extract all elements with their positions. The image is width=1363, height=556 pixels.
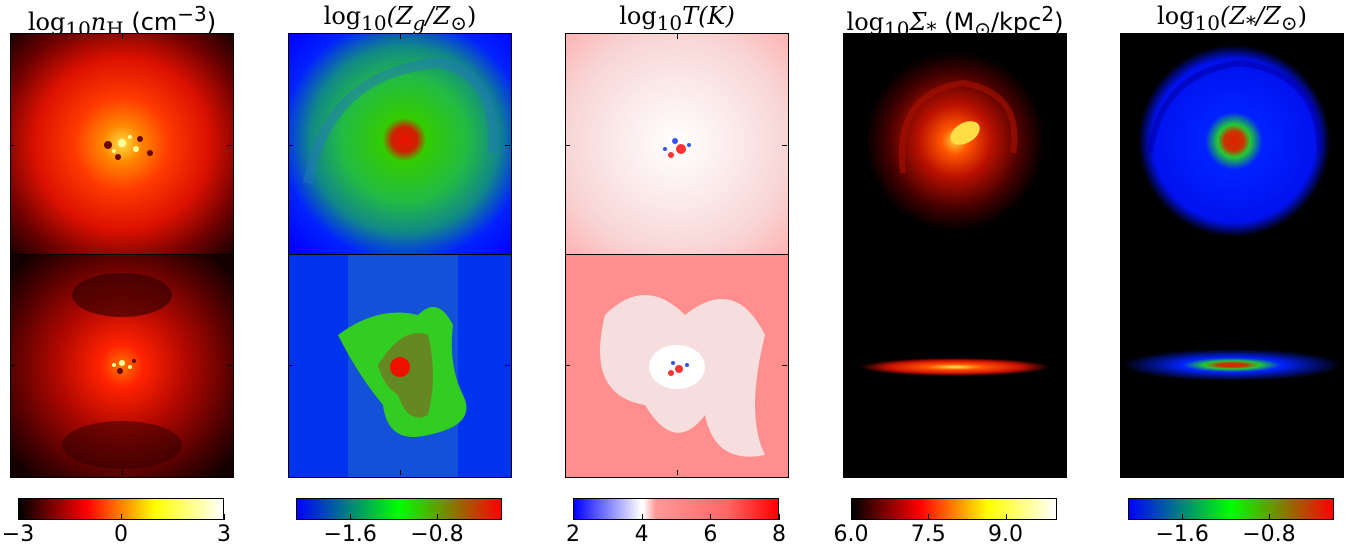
gas-metallicity-face-on-map	[288, 33, 512, 255]
colorbar-tick	[121, 514, 122, 520]
density-face-on-map	[10, 33, 234, 255]
colorbar-tick-label: 6	[703, 522, 718, 547]
colorbar-tick-label: −3	[1, 522, 35, 547]
colorbar-tick	[779, 514, 780, 520]
colorbar-tick-label: 4	[634, 522, 649, 547]
stellar-metallicity-edge-on-map	[1120, 255, 1344, 477]
colorbar-tick	[1182, 514, 1184, 520]
colorbar-tick-label: −1.6	[1155, 522, 1209, 547]
colorbar-tick	[224, 514, 225, 520]
panel-title-density: log10nH (cm−3)	[27, 2, 217, 41]
colorbar-tick-label: 8	[772, 522, 786, 547]
panel-title-temperature: log10T(K)	[619, 2, 735, 35]
panel-title-stellar-surface-density: log10Σ* (M⊙/kpc2)	[846, 2, 1064, 41]
colorbar-tick	[928, 514, 930, 520]
colorbar-tick	[1268, 514, 1270, 520]
colorbar-temperature	[573, 498, 779, 520]
stellar-density-edge-on-map	[843, 255, 1067, 477]
panel-title-gas-metallicity: log10(Zg/Z⊙)	[323, 2, 477, 35]
colorbar-tick	[710, 514, 712, 520]
colorbar-tick-label: −0.8	[1242, 522, 1296, 547]
colorbar-tick-label: 6.0	[833, 522, 869, 547]
colorbar-tick-label: 2	[566, 522, 580, 547]
panel-gas-metallicity: log10(Zg/Z⊙)	[288, 0, 512, 556]
colorbar-tick	[641, 514, 643, 520]
map-divider	[10, 254, 234, 255]
map-divider	[843, 254, 1067, 255]
colorbar-tick-label: 9.0	[988, 522, 1023, 547]
temperature-edge-on-map	[565, 255, 789, 477]
panel-stellar-metallicity: log10(Z*/Z⊙)	[1120, 0, 1344, 556]
stellar-metallicity-face-on-map	[1120, 33, 1344, 255]
panel-title-stellar-metallicity: log10(Z*/Z⊙)	[1157, 2, 1307, 35]
colorbar-stellar-surface-density	[851, 498, 1057, 520]
gas-metallicity-edge-on-map	[288, 255, 512, 477]
colorbar-tick	[436, 514, 438, 520]
colorbar-tick-label: −0.8	[410, 522, 464, 547]
colorbar-tick	[350, 514, 352, 520]
map-divider	[565, 254, 789, 255]
density-edge-on-map	[10, 255, 234, 477]
colorbar-tick-label: −1.6	[323, 522, 377, 547]
colorbar-stellar-metallicity	[1128, 498, 1334, 520]
colorbar-tick-label: 7.5	[910, 522, 946, 547]
panel-stellar-surface-density: log10Σ* (M⊙/kpc2)	[834, 0, 1067, 556]
map-divider	[1120, 254, 1344, 255]
panel-density: log10nH (cm−3)	[2, 0, 234, 556]
colorbar-tick-label: 0	[114, 522, 128, 547]
stellar-density-face-on-map	[843, 33, 1067, 255]
colorbar-tick-label: 3	[217, 522, 231, 547]
colorbar-gas-metallicity	[296, 498, 502, 520]
colorbar-tick	[1005, 514, 1007, 520]
colorbar-tick	[851, 514, 852, 520]
panel-temperature: log10T(K)	[565, 0, 789, 556]
colorbar-tick	[573, 514, 574, 520]
colorbar-tick	[18, 514, 19, 520]
temperature-face-on-map	[565, 33, 789, 255]
map-divider	[288, 254, 512, 255]
